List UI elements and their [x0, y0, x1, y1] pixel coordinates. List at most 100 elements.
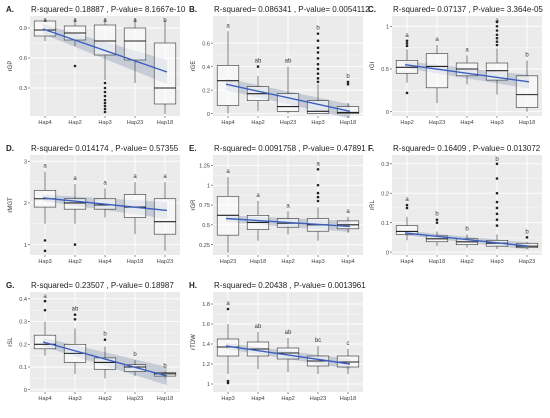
outlier-point — [525, 236, 529, 239]
regression-line — [225, 217, 351, 228]
box-hap18: b — [336, 74, 360, 114]
y-tick-label: 0.4 — [202, 65, 210, 71]
x-tick-label: Hap2 — [460, 259, 473, 265]
panel-letter: B. — [189, 5, 197, 14]
significance-letter: b — [525, 52, 529, 58]
y-tick-label: 0.1 — [19, 365, 27, 371]
outlier-point — [73, 313, 77, 317]
outlier-point — [73, 317, 77, 321]
outlier-point — [495, 224, 499, 227]
significance-letter: a — [405, 197, 409, 203]
panel-letter: G. — [6, 281, 14, 290]
y-tick-label: 0.2 — [19, 342, 27, 348]
x-tick-label: Hap23 — [127, 120, 143, 126]
box-iqr — [395, 225, 419, 235]
x-tick-label: Hap4 — [38, 120, 51, 126]
y-tick-label: 0.4 — [19, 297, 27, 303]
regression-line — [42, 197, 168, 212]
x-tick-label: Hap2 — [98, 396, 111, 402]
y-tick-label: 1 — [207, 382, 210, 388]
outlier-point — [43, 308, 47, 312]
significance-letter: a — [256, 193, 260, 199]
regression-line — [404, 232, 530, 247]
box-hap4: a — [336, 209, 360, 233]
significance-letter: ab — [72, 307, 79, 313]
significance-letter: a — [73, 18, 77, 24]
regression-line — [404, 64, 530, 83]
y-axis-label: rTDW — [191, 334, 197, 350]
significance-letter: ab — [285, 59, 292, 65]
outlier-point — [103, 81, 107, 85]
outlier-point — [316, 195, 320, 199]
y-tick-label: 0 — [386, 110, 389, 116]
y-tick-label: 1.25 — [199, 164, 210, 170]
x-tick-label: Hap23 — [220, 259, 236, 265]
significance-letter: b — [435, 212, 439, 218]
y-tick-label: 1.8 — [202, 302, 210, 308]
outlier-point — [495, 206, 499, 210]
x-tick-label: Hap23 — [429, 120, 445, 126]
y-tick-label: 1 — [24, 243, 27, 249]
box-hap18: b — [515, 52, 539, 112]
outlier-point — [316, 32, 320, 35]
box-iqr — [63, 198, 87, 210]
x-tick-label: Hap23 — [127, 396, 143, 402]
panel-title: R-squared= 0.23507 , P-value= 0.18987 — [31, 281, 174, 290]
x-tick-label: Hap23 — [280, 120, 296, 126]
y-tick-label: 3 — [24, 159, 27, 165]
outlier-point — [226, 307, 230, 311]
y-tick-label: 0.2 — [202, 88, 210, 94]
significance-letter: a — [226, 23, 230, 29]
panel-g: G. R-squared= 0.23507 , P-value= 0.18987 0… — [6, 281, 180, 402]
panel-e: E. R-squared= 0.0091758 , P-value= 0.4789… — [189, 144, 366, 265]
significance-letter: a — [405, 33, 409, 39]
y-tick-label: 0.25 — [199, 243, 210, 249]
x-tick-label: Hap2 — [68, 120, 81, 126]
outlier-point — [495, 33, 499, 37]
outlier-point — [346, 82, 350, 86]
outlier-point — [316, 77, 320, 80]
x-tick-label: Hap3 — [311, 120, 324, 126]
outlier-point — [405, 206, 409, 210]
regression-line — [225, 345, 351, 365]
outlier-point — [43, 299, 47, 303]
y-axis-label: rGE — [191, 61, 197, 72]
panel-c: C. R-squared= 0.07137 , P-value= 3.364e-0… — [368, 5, 543, 126]
outlier-point — [103, 104, 107, 108]
box-hap23: ab — [276, 59, 300, 114]
regression-line — [42, 341, 168, 377]
x-tick-label: Hap18 — [250, 259, 266, 265]
significance-letter: a — [103, 18, 107, 24]
x-tick-label: Hap3 — [68, 396, 81, 402]
x-tick-label: Hap3 — [221, 396, 234, 402]
box-iqr — [93, 24, 117, 56]
outlier-point — [495, 177, 499, 180]
y-tick-label: 0.1 — [381, 221, 389, 227]
panel-a: A. R-squared= 0.18887 , P-value= 8.1667e-… — [6, 5, 186, 126]
significance-letter: a — [226, 301, 230, 307]
outlier-point — [495, 29, 499, 32]
outlier-point — [495, 43, 499, 47]
outlier-point — [495, 162, 499, 166]
box-iqr — [515, 75, 539, 108]
outlier-point — [495, 191, 499, 195]
y-tick-label: 0.3 — [19, 86, 27, 92]
panel-letter: F. — [368, 144, 374, 153]
outlier-point — [495, 218, 499, 222]
significance-letter: b — [133, 352, 137, 358]
outlier-point — [226, 379, 230, 383]
y-tick-label: 0 — [207, 112, 210, 118]
box-iqr — [153, 198, 177, 235]
outlier-point — [316, 167, 320, 171]
box-hap2: a — [63, 18, 87, 68]
box-hap2: b — [455, 226, 479, 248]
box-iqr — [123, 364, 147, 372]
y-tick-label: 1 — [207, 183, 210, 189]
outlier-point — [495, 200, 499, 204]
significance-letter: a — [346, 209, 350, 215]
outlier-point — [316, 183, 320, 187]
significance-letter: a — [316, 161, 320, 167]
panel-title: R-squared= 0.014174 , P-value= 0.57355 — [31, 144, 179, 153]
significance-letter: b — [465, 226, 469, 232]
panel-letter: E. — [189, 144, 197, 153]
